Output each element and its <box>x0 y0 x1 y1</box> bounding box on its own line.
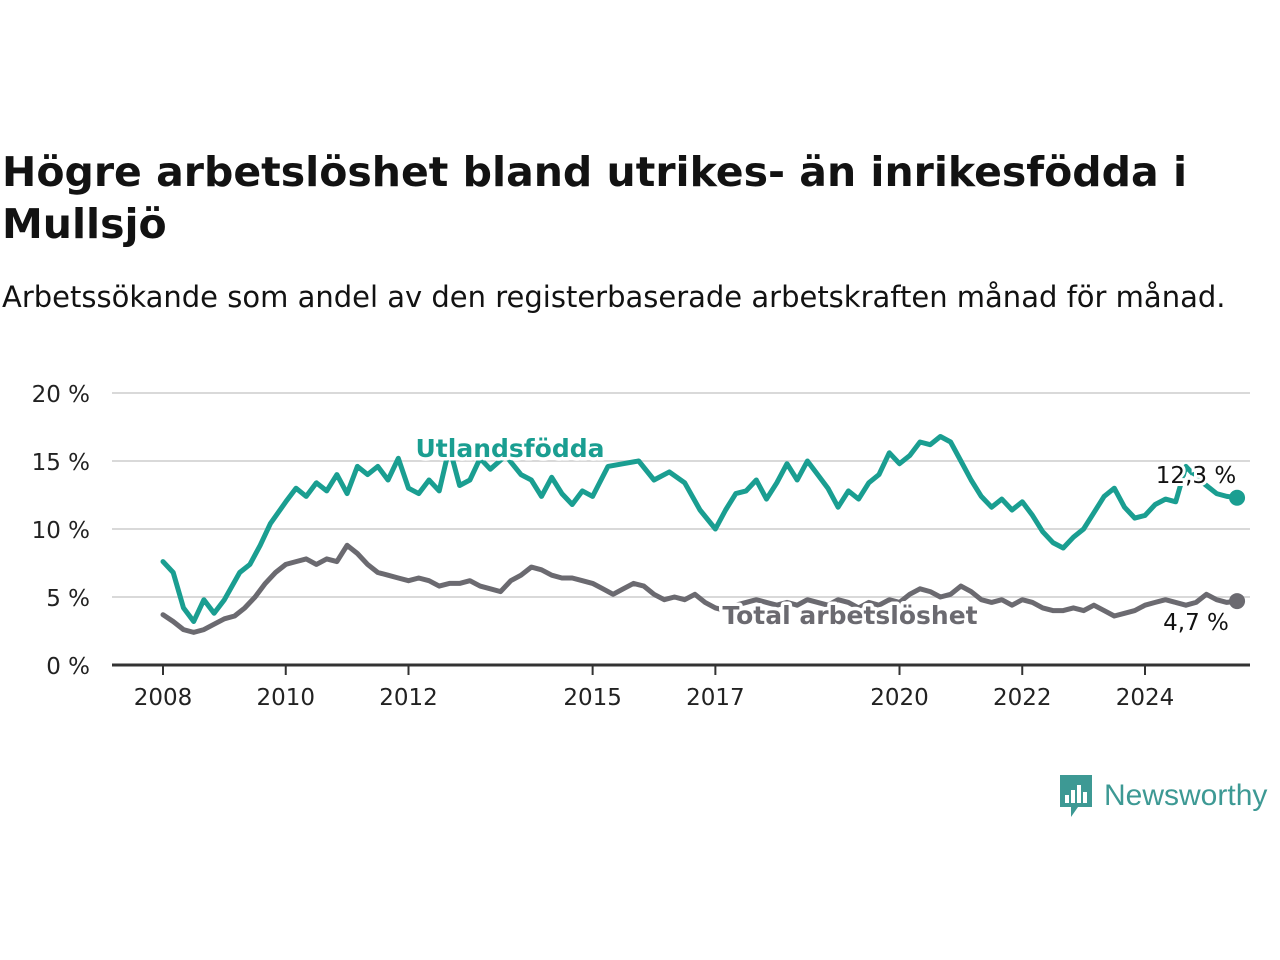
x-tick-label: 2024 <box>1116 685 1175 711</box>
end-point-utlandsfodda <box>1229 489 1246 506</box>
series-label-total: Total arbetslöshet <box>722 601 977 630</box>
chart-subtitle: Arbetssökande som andel av den registerb… <box>2 280 1226 314</box>
y-tick-label: 20 % <box>32 382 90 408</box>
y-tick-label: 0 % <box>46 654 90 680</box>
end-label-total: 4,7 % <box>1163 610 1229 636</box>
x-tick-label: 2008 <box>134 685 193 711</box>
x-tick-label: 2010 <box>256 685 315 711</box>
series-line-utlandsfodda <box>160 434 1240 624</box>
x-axis-ticks: 2008 2010 2012 2015 2017 2020 2022 2024 <box>134 665 1175 711</box>
newsworthy-logo-icon <box>1060 775 1092 817</box>
x-tick-label: 2012 <box>379 685 438 711</box>
series-label-utlandsfodda: Utlandsfödda <box>416 434 605 463</box>
x-tick-label: 2022 <box>993 685 1052 711</box>
grid-lines <box>112 392 1250 598</box>
y-tick-label: 5 % <box>46 586 90 612</box>
series-line-total <box>160 542 1240 635</box>
y-axis-ticks: 0 % 5 % 10 % 15 % 20 % <box>32 382 90 680</box>
x-tick-label: 2020 <box>870 685 929 711</box>
brand-logo: Newsworthy <box>1058 772 1267 820</box>
y-tick-label: 15 % <box>32 450 90 476</box>
y-tick-label: 10 % <box>32 518 90 544</box>
x-tick-label: 2017 <box>686 685 745 711</box>
x-tick-label: 2015 <box>563 685 622 711</box>
series-lines <box>160 434 1246 635</box>
end-point-total <box>1229 593 1246 610</box>
chart-title: Högre arbetslöshet bland utrikes- än inr… <box>2 148 1187 248</box>
brand-name: Newsworthy <box>1104 779 1268 812</box>
series-labels: Utlandsfödda Total arbetslöshet 12,3 % 4,7 … <box>412 431 1239 640</box>
end-label-utlandsfodda: 12,3 % <box>1156 463 1236 489</box>
